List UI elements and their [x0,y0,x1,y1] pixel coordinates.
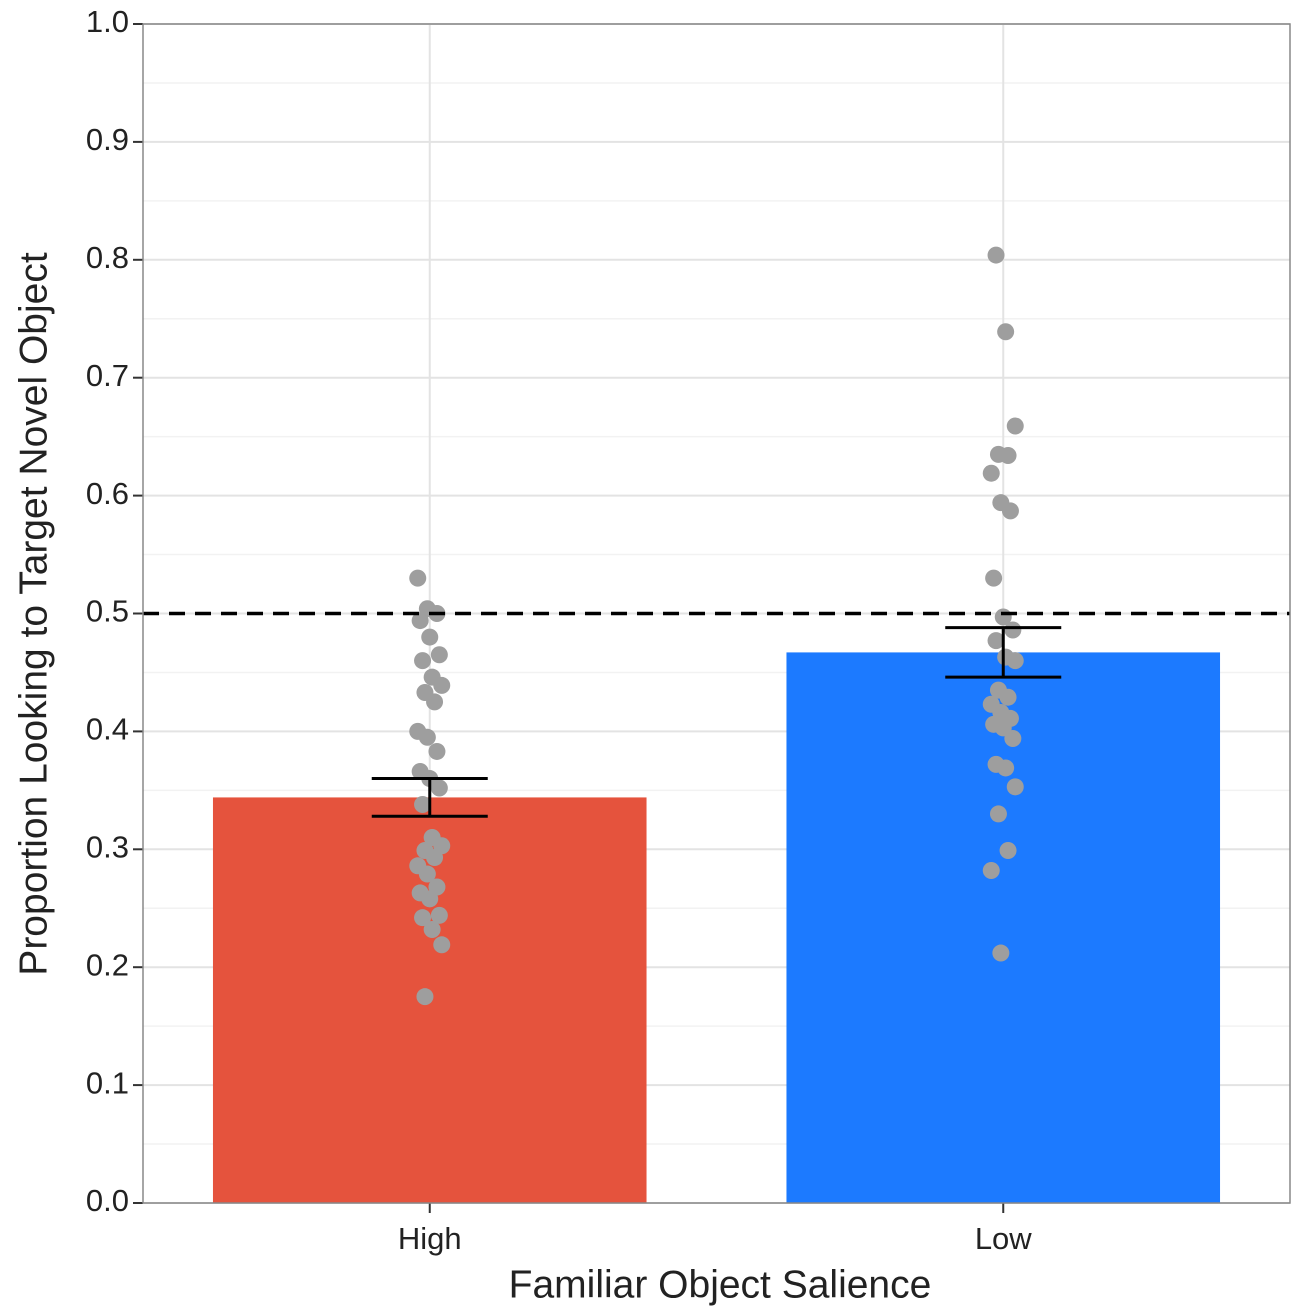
data-point [414,909,432,927]
panel-border [142,23,1291,1204]
x-tick-label: High [398,1221,462,1256]
data-point [992,944,1010,962]
y-tick-label: 0.7 [86,358,129,393]
data-point [418,728,436,746]
data-point [1004,729,1022,747]
data-point [426,693,444,711]
y-tick-label: 0.1 [86,1065,129,1100]
data-point [409,569,427,587]
data-point [421,890,439,908]
data-point [997,759,1015,777]
y-tick-label: 0.0 [86,1183,129,1218]
y-axis-title: Proportion Looking to Target Novel Objec… [12,252,55,976]
data-point [411,612,429,630]
data-point [428,742,446,760]
data-point [1004,621,1022,639]
data-point [430,779,448,797]
data-point [987,246,1005,264]
y-tick-label: 0.8 [86,240,129,275]
data-point [423,920,441,938]
data-point [1006,652,1024,670]
data-point [1001,502,1019,520]
data-point [989,805,1007,823]
data-point [430,906,448,924]
data-point [987,632,1005,650]
y-tick-label: 0.3 [86,829,129,864]
error-bar [945,626,1062,679]
error-bar [371,777,488,818]
y-tick-label: 1.0 [86,4,129,39]
data-point [985,569,1003,587]
data-point [433,676,451,694]
y-tick-label: 0.2 [86,947,129,982]
data-point [430,646,448,664]
x-axis-title: Familiar Object Salience [509,1263,932,1306]
data-point [421,628,439,646]
data-point [426,849,444,867]
data-point [414,795,432,813]
y-tick-label: 0.6 [86,476,129,511]
y-tick-label: 0.4 [86,712,129,747]
data-point [416,988,434,1006]
y-tick-label: 0.5 [86,594,129,629]
data-point [1006,417,1024,435]
y-tick-label: 0.9 [86,122,129,157]
data-point [433,936,451,954]
data-point [999,841,1017,859]
bar [786,652,1221,1203]
data-point [982,862,1000,880]
data-point [414,652,432,670]
x-tick-label: Low [975,1221,1032,1256]
data-point [982,464,1000,482]
data-point [997,323,1015,341]
data-point [999,688,1017,706]
data-point [418,865,436,883]
data-point [1006,778,1024,796]
data-point [999,447,1017,465]
